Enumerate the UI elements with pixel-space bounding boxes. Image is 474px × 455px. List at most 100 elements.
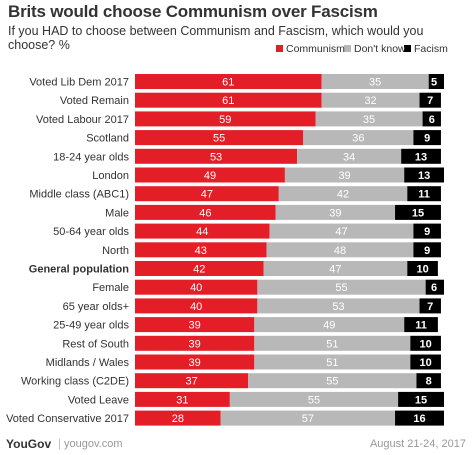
bar-row-rest-of-south: Rest of South 39 51 10 [62,335,441,351]
data-label-facism: 13 [418,170,430,182]
bar-segment-don-t-know [266,242,414,258]
bar-segment-communism [135,130,304,146]
bar-segment-communism [135,74,322,89]
data-label-communism: 31 [176,394,188,406]
data-label-don-t-know: 51 [326,338,338,350]
data-label-facism: 10 [420,357,432,369]
data-label-don-t-know: 35 [369,77,381,89]
bar-row-scotland: Scotland 55 36 9 [86,130,441,146]
data-label-facism: 10 [420,338,432,350]
category-label: Scotland [86,133,129,145]
category-label: Voted Leave [68,394,129,406]
bar-segment-don-t-know [303,130,414,146]
bar-segment-communism [135,92,322,108]
category-label: Working class (C2DE) [21,376,129,388]
data-label-communism: 43 [195,245,207,257]
bar-segment-communism [135,242,267,258]
legend-swatch-don-t-know [344,45,351,52]
data-label-communism: 40 [190,282,202,294]
footer-separator: | [58,438,61,450]
bar-row-north: North 43 48 9 [102,242,441,258]
footer-date: August 21-24, 2017 [369,438,466,450]
bar-segment-facism [401,148,441,164]
bar-row-general-population: General population 42 47 10 [29,261,438,276]
bar-row-25-49-year-olds: 25-49 year olds 39 49 11 [53,317,438,333]
category-label: Female [92,282,129,294]
bar-segment-facism [413,223,441,239]
data-label-don-t-know: 39 [329,207,341,219]
bar-row-50-64-year-olds: 50-64 year olds 44 47 9 [53,223,441,239]
bar-row-voted-labour-2017: Voted Labour 2017 59 35 6 [36,111,441,127]
bar-segment-don-t-know [278,186,408,202]
bar-segment-facism [413,130,441,146]
category-label: Voted Lib Dem 2017 [29,77,129,89]
bar-segment-facism [407,186,441,202]
data-label-facism: 8 [426,376,432,388]
legend-swatch-facism [404,45,411,52]
legend-swatch-communism [276,45,283,52]
bar-segment-communism [135,204,276,220]
data-label-communism: 61 [222,95,234,107]
bar-segment-don-t-know [321,92,420,108]
bar-segment-communism [135,279,258,295]
legend-item-facism: Facism [404,43,448,55]
bar-segment-facism [398,391,444,407]
bar-row-female: Female 40 55 6 [92,279,444,295]
bar-segment-facism [416,373,441,389]
chart-title: Brits would choose Communism over Fascis… [8,2,378,21]
bar-segment-communism [135,111,316,127]
bar-segment-communism [135,354,255,370]
data-label-facism: 16 [413,413,425,425]
data-label-don-t-know: 49 [323,320,335,332]
bar-segment-facism [404,167,444,183]
data-label-don-t-know: 42 [337,189,349,201]
bar-row-working-class-c2de: Working class (C2DE) 37 55 8 [21,373,441,389]
data-label-facism: 5 [431,77,437,89]
bar-segment-don-t-know [263,261,408,276]
category-label: London [92,170,129,182]
data-label-facism: 6 [429,114,435,126]
data-label-communism: 61 [222,77,234,89]
bar-segment-communism [135,167,285,183]
data-label-don-t-know: 55 [335,282,347,294]
data-label-don-t-know: 57 [302,413,314,425]
bar-segment-don-t-know [248,373,417,389]
footer-site-link[interactable]: yougov.com [64,438,123,450]
bar-segment-facism [422,111,441,127]
data-label-communism: 37 [185,376,197,388]
bar-segment-facism [413,242,441,258]
bar-segment-communism [135,373,249,389]
bar-segment-communism [135,186,279,202]
data-label-don-t-know: 47 [335,226,347,238]
data-label-facism: 11 [415,320,427,332]
category-label: General population [29,264,130,276]
category-label: Voted Conservative 2017 [6,413,129,425]
category-label: Middle class (ABC1) [29,189,129,201]
bar-segment-don-t-know [297,148,402,164]
data-label-don-t-know: 55 [308,394,320,406]
bar-row-65-year-olds: 65 year olds+ 40 53 7 [63,298,441,314]
data-label-communism: 47 [201,189,213,201]
legend-label-facism: Facism [414,43,448,55]
chart-subtitle: If you HAD to choose between Communism a… [8,24,424,52]
bar-segment-don-t-know [229,391,399,407]
bar-segment-facism [410,335,441,351]
data-label-facism: 15 [412,207,424,219]
bar-row-middle-class-abc1: Middle class (ABC1) 47 42 11 [29,186,441,202]
bar-segment-communism [135,335,255,351]
data-label-facism: 10 [416,264,428,276]
data-label-don-t-know: 32 [364,95,376,107]
data-label-communism: 59 [219,114,231,126]
bar-segment-don-t-know [269,223,414,239]
legend-item-communism: Communism [276,43,345,55]
data-label-facism: 6 [431,282,437,294]
bar-segment-communism [135,223,270,239]
bar-segment-facism [428,74,444,89]
data-label-communism: 55 [213,133,225,145]
legend-label-don-t-know: Don't know [354,43,406,55]
data-label-communism: 42 [193,264,205,276]
bar-segment-don-t-know [275,204,396,220]
bar-row-male: Male 46 39 15 [105,204,441,220]
data-label-communism: 39 [189,338,201,350]
